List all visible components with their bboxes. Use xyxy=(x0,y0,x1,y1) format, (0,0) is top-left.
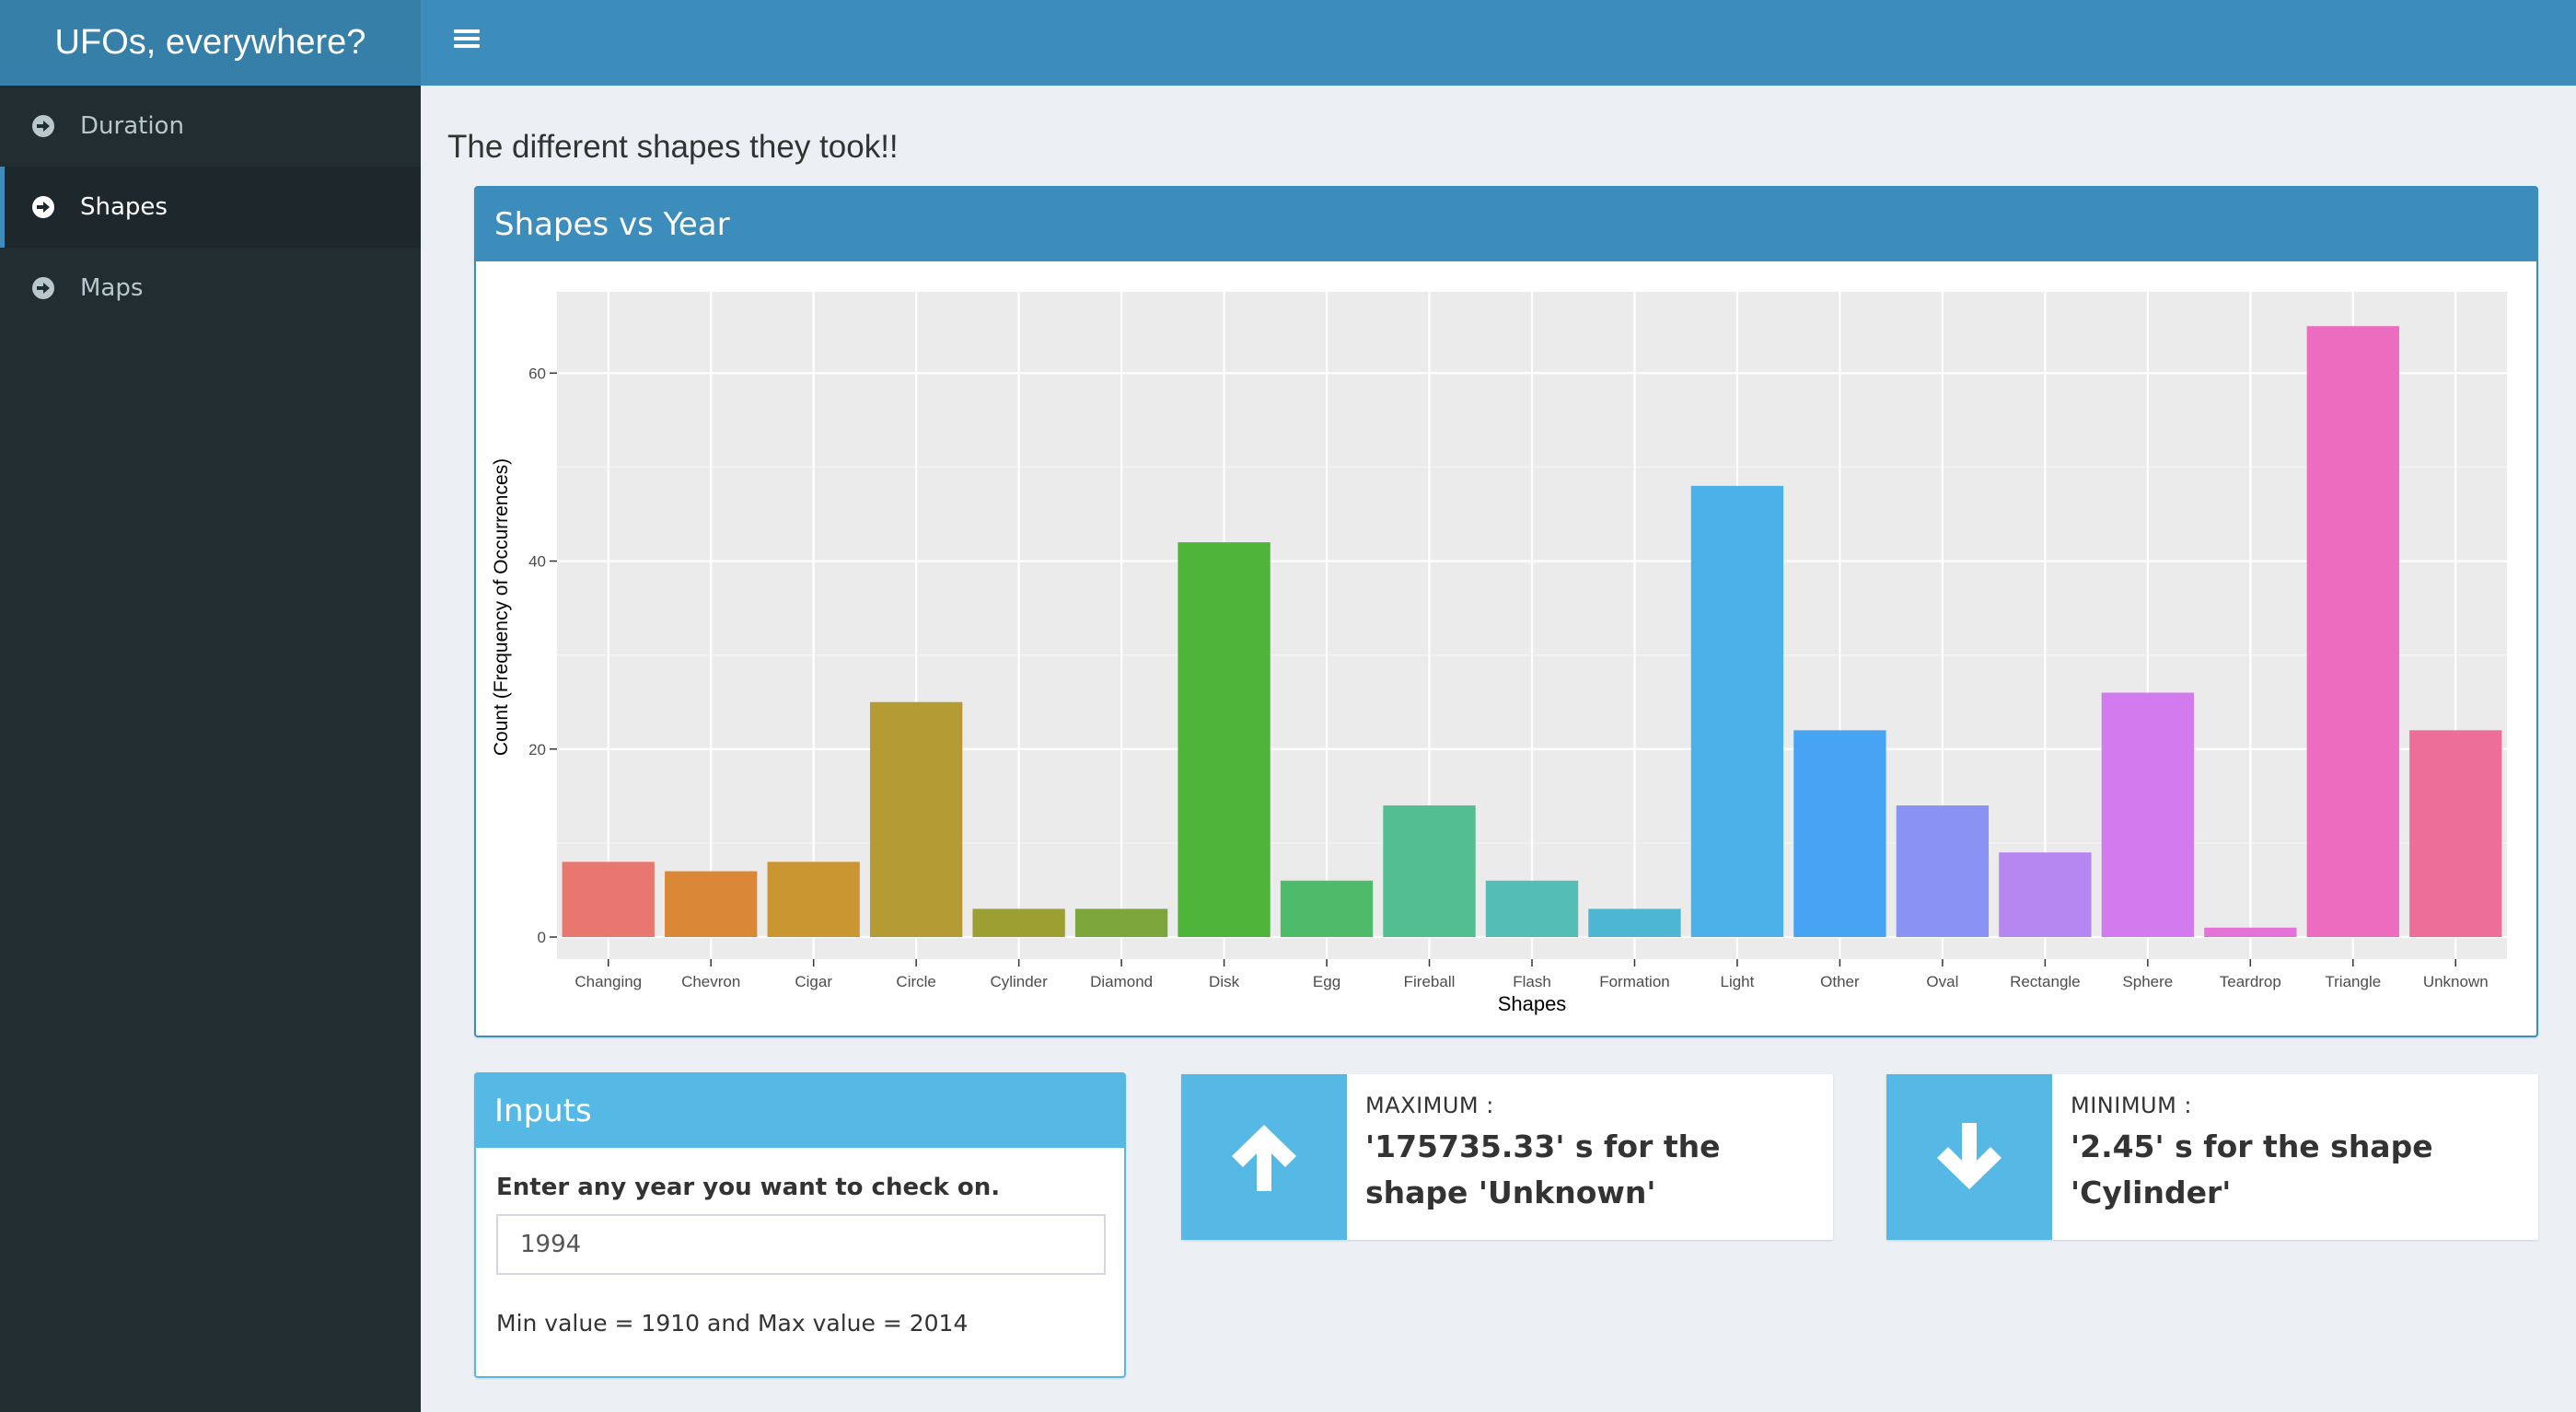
x-tick-label: Circle xyxy=(896,973,935,990)
minimum-label: MINIMUM : xyxy=(2071,1093,2193,1118)
y-tick-label: 40 xyxy=(528,553,546,571)
bar-circle xyxy=(869,701,963,937)
bar-rectangle xyxy=(1999,852,2092,937)
minimum-info-box: MINIMUM : '2.45' s for the shape 'Cylind… xyxy=(1886,1074,2538,1240)
bar-cylinder xyxy=(972,909,1065,937)
top-navbar xyxy=(421,0,2576,86)
bars xyxy=(562,326,2502,938)
y-tick-label: 20 xyxy=(528,741,546,758)
inputs-box-title: Inputs xyxy=(476,1074,1124,1148)
x-tick-label: Changing xyxy=(574,973,642,990)
sidebar-item-maps[interactable]: Maps xyxy=(0,248,421,329)
x-tick-label: Oval xyxy=(1926,973,1958,990)
bar-changing xyxy=(562,862,655,937)
shapes-bar-chart: 0 20 40 60 Changing Chevron Cigar Circle Cylind… xyxy=(491,292,2507,1015)
sidebar-item-shapes[interactable]: Shapes xyxy=(0,167,421,248)
sidebar-item-label: Maps xyxy=(80,274,144,302)
arrow-up-icon xyxy=(1181,1074,1347,1240)
x-tick-label: Teardrop xyxy=(2220,973,2281,990)
y-axis: 0 20 40 60 xyxy=(528,365,557,946)
bar-fireball xyxy=(1383,805,1476,937)
bar-sphere xyxy=(2101,692,2195,937)
bar-egg xyxy=(1280,880,1374,937)
sidebar: Duration Shapes Maps xyxy=(0,86,421,1412)
arrow-circle-right-icon xyxy=(32,277,54,299)
sidebar-toggle-icon[interactable] xyxy=(448,26,485,59)
x-tick-label: Fireball xyxy=(1404,973,1456,990)
bar-triangle xyxy=(2306,326,2399,938)
app-title[interactable]: UFOs, everywhere? xyxy=(0,0,421,86)
year-field-label: Enter any year you want to check on. xyxy=(496,1174,1001,1201)
bar-chevron xyxy=(665,871,758,937)
y-tick-label: 60 xyxy=(528,365,546,382)
bar-light xyxy=(1690,485,1784,937)
x-tick-label: Unknown xyxy=(2423,973,2489,990)
sidebar-item-label: Duration xyxy=(80,112,184,140)
y-tick-label: 0 xyxy=(538,929,546,946)
y-axis-title: Count (Frequency of Occurrences) xyxy=(491,458,512,756)
x-tick-label: Cylinder xyxy=(990,973,1048,990)
year-input[interactable] xyxy=(496,1214,1106,1275)
x-axis: Changing Chevron Cigar Circle Cylinder Diamon… xyxy=(574,959,2489,990)
x-tick-label: Disk xyxy=(1209,973,1240,990)
bar-diamond xyxy=(1074,909,1168,937)
x-tick-label: Triangle xyxy=(2325,973,2381,990)
maximum-info-box: MAXIMUM : '175735.33' s for the shape 'U… xyxy=(1181,1074,1833,1240)
year-range-note: Min value = 1910 and Max value = 2014 xyxy=(496,1310,969,1337)
sidebar-item-label: Shapes xyxy=(80,193,168,221)
x-axis-title: Shapes xyxy=(1498,992,1567,1015)
page-title: The different shapes they took!! xyxy=(447,129,899,165)
bar-oval xyxy=(1896,805,1990,937)
maximum-value: '175735.33' s for the shape 'Unknown' xyxy=(1365,1128,1721,1210)
x-tick-label: Chevron xyxy=(681,973,740,990)
bar-unknown xyxy=(2409,730,2502,937)
x-tick-label: Sphere xyxy=(2122,973,2173,990)
x-tick-label: Other xyxy=(1820,973,1860,990)
bar-cigar xyxy=(767,862,860,937)
x-tick-label: Diamond xyxy=(1090,973,1153,990)
x-tick-label: Egg xyxy=(1313,973,1340,990)
bar-disk xyxy=(1178,542,1271,937)
arrow-circle-right-icon xyxy=(32,115,54,137)
bar-flash xyxy=(1485,880,1579,937)
x-tick-label: Rectangle xyxy=(2010,973,2081,990)
x-tick-label: Formation xyxy=(1599,973,1670,990)
inputs-box: Inputs Enter any year you want to check … xyxy=(474,1072,1126,1378)
bar-formation xyxy=(1588,909,1681,937)
bar-teardrop xyxy=(2204,927,2297,937)
x-tick-label: Flash xyxy=(1513,973,1551,990)
chart-box: Shapes vs Year 0 20 40 60 Changing Chevron Ci… xyxy=(474,186,2538,1037)
x-tick-label: Light xyxy=(1721,973,1755,990)
x-tick-label: Cigar xyxy=(795,973,832,990)
arrow-down-icon xyxy=(1886,1074,2052,1240)
maximum-label: MAXIMUM : xyxy=(1365,1093,1494,1118)
bar-other xyxy=(1793,730,1886,937)
sidebar-item-duration[interactable]: Duration xyxy=(0,86,421,167)
chart-box-title: Shapes vs Year xyxy=(476,188,2536,261)
minimum-value: '2.45' s for the shape 'Cylinder' xyxy=(2071,1128,2433,1210)
arrow-circle-right-icon xyxy=(32,196,54,218)
